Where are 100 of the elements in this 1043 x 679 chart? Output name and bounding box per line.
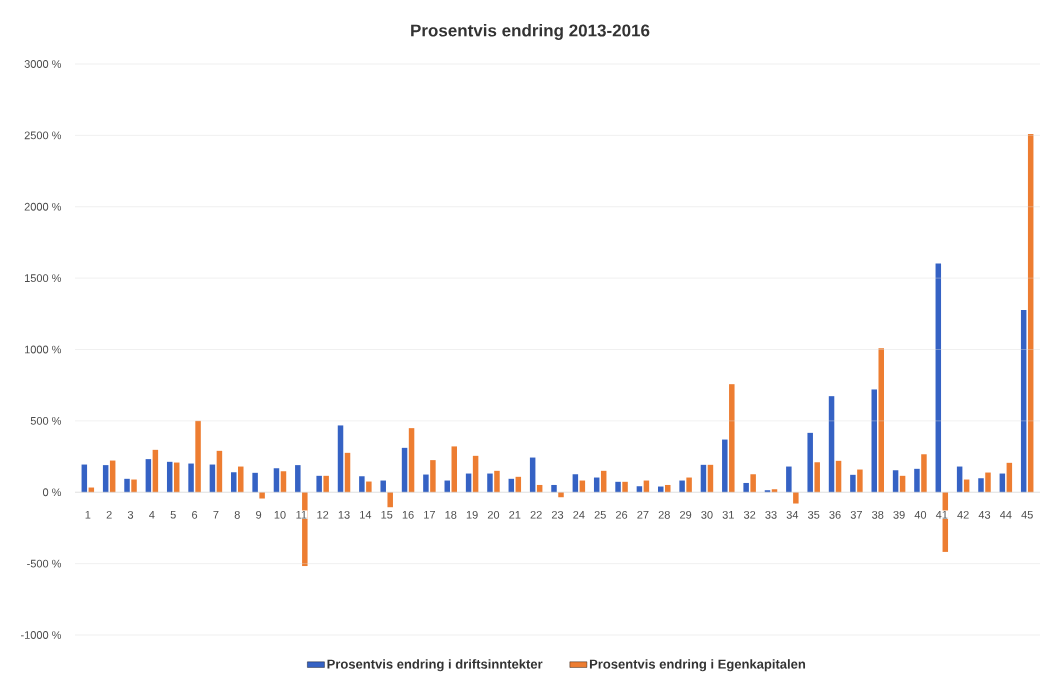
x-tick-label: 41 — [935, 510, 948, 519]
y-tick-label: 0 % — [42, 488, 62, 497]
x-tick-label: 26 — [615, 510, 628, 519]
bar — [743, 482, 749, 493]
x-tick-label: 38 — [872, 510, 884, 519]
x-tick-label: 15 — [381, 510, 393, 519]
y-tick-label: -500 % — [27, 559, 62, 568]
x-tick-label: 1 — [85, 510, 91, 519]
chart-title: Prosentvis endring 2013-2016 — [411, 24, 650, 40]
bar — [978, 478, 984, 493]
x-tick-label: 28 — [658, 510, 670, 519]
bar — [430, 460, 436, 493]
bar — [665, 484, 671, 493]
legend-label: Prosentvis endring i Egenkapitalen — [589, 659, 806, 672]
x-tick-label: 24 — [573, 510, 585, 519]
x-tick-label: 9 — [256, 510, 262, 519]
bar — [408, 428, 415, 493]
x-tick-label: 35 — [808, 510, 820, 519]
x-tick-label: 42 — [957, 510, 969, 519]
bar — [835, 460, 842, 493]
bar — [280, 471, 287, 493]
bar — [401, 447, 408, 493]
bar — [622, 481, 628, 493]
x-tick-label: 23 — [551, 510, 564, 519]
x-tick-label: 32 — [743, 510, 756, 519]
x-tick-label: 13 — [338, 510, 350, 519]
bar — [686, 477, 692, 493]
x-tick-label: 5 — [170, 510, 176, 519]
x-tick-label: 4 — [149, 510, 155, 519]
bar — [892, 470, 899, 493]
x-tick-label: 19 — [466, 510, 478, 519]
bar — [1006, 462, 1013, 493]
bar — [216, 450, 223, 493]
bar — [195, 420, 201, 493]
bar — [166, 461, 173, 493]
bar — [124, 478, 130, 493]
bar — [572, 474, 579, 493]
bar — [850, 474, 856, 493]
x-tick-label: 17 — [424, 510, 435, 519]
bar — [814, 462, 820, 493]
bar — [252, 472, 258, 493]
bar — [451, 446, 458, 493]
x-tick-label: 12 — [317, 510, 329, 519]
y-tick-label: 500 % — [30, 416, 62, 425]
bar — [921, 454, 927, 493]
x-tick-label: 16 — [402, 510, 414, 519]
bar — [273, 468, 280, 493]
x-tick-label: 7 — [213, 510, 219, 519]
bar — [472, 455, 479, 493]
x-tick-label: 25 — [594, 510, 606, 519]
x-tick-label: 2 — [106, 510, 112, 519]
x-tick-label: 21 — [509, 510, 521, 519]
bar — [188, 463, 194, 493]
bar — [615, 481, 621, 493]
x-tick-label: 43 — [978, 510, 991, 519]
x-tick-label: 34 — [786, 510, 799, 519]
bar — [857, 469, 863, 493]
y-tick-label: -1000 % — [20, 631, 62, 639]
x-tick-label: 31 — [722, 510, 734, 519]
bar — [366, 481, 372, 493]
bar — [487, 473, 493, 493]
bar — [316, 475, 322, 493]
x-tick-label: 45 — [1021, 510, 1033, 519]
bar — [359, 476, 365, 493]
bar — [786, 466, 792, 493]
bar — [380, 480, 386, 493]
y-tick-label: 2500 % — [24, 131, 62, 140]
y-tick-label: 1000 % — [25, 345, 62, 354]
bar — [764, 490, 771, 493]
bar — [793, 492, 799, 504]
bar — [387, 492, 393, 508]
bar — [145, 459, 152, 493]
bar — [679, 480, 685, 493]
x-tick-label: 14 — [360, 510, 372, 519]
bar — [231, 472, 237, 493]
bar — [152, 449, 159, 493]
bar — [729, 384, 735, 493]
x-tick-label: 3 — [127, 510, 134, 519]
bar — [344, 452, 351, 493]
bar — [871, 389, 877, 493]
bar — [323, 475, 329, 493]
x-tick-label: 27 — [637, 510, 649, 519]
x-tick-label: 44 — [999, 510, 1012, 519]
x-tick-label: 20 — [487, 510, 500, 519]
x-tick-label: 6 — [192, 510, 198, 519]
bar — [238, 466, 244, 493]
x-tick-label: 18 — [445, 510, 457, 519]
bar — [722, 439, 728, 493]
y-tick-label: 2000 % — [24, 202, 62, 211]
x-tick-label: 36 — [829, 510, 841, 519]
y-tick-label: 1500 % — [25, 274, 62, 283]
x-tick-label: 33 — [765, 510, 777, 519]
bar — [337, 425, 344, 493]
y-tick-label: 3000 % — [24, 60, 62, 68]
bar — [551, 484, 557, 493]
x-tick-label: 10 — [274, 510, 286, 519]
legend-label: Prosentvis endring i driftsinntekter — [327, 659, 543, 672]
bar — [750, 474, 756, 493]
x-tick-label: 29 — [680, 510, 692, 519]
bar — [807, 432, 813, 493]
